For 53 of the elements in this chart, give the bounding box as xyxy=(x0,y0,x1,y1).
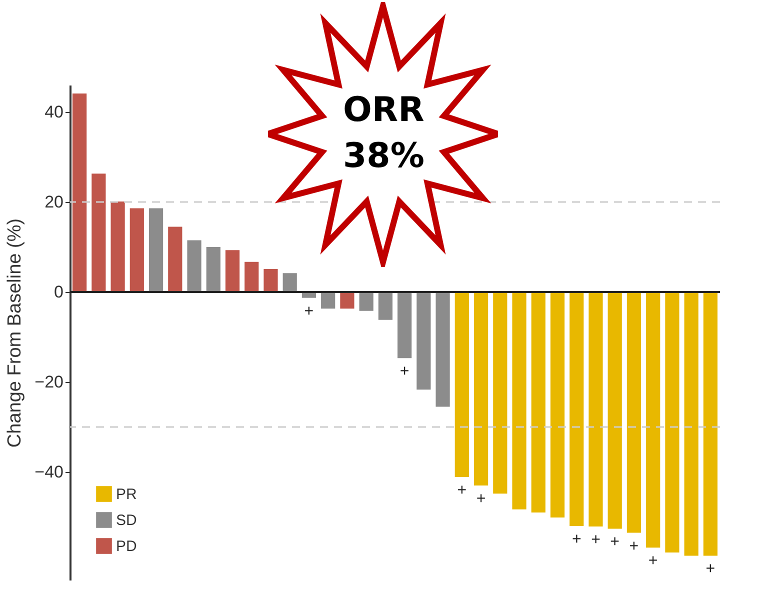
bar xyxy=(436,292,450,407)
y-tick-label: 0 xyxy=(54,282,64,302)
bar xyxy=(608,292,622,529)
bar xyxy=(225,250,240,292)
bar xyxy=(110,202,125,292)
legend-label: SD xyxy=(116,512,138,529)
y-tick-label: −40 xyxy=(34,462,64,482)
bar xyxy=(264,269,278,292)
bar xyxy=(626,292,642,533)
data-label: + xyxy=(648,552,658,570)
bar xyxy=(340,292,354,309)
data-label: + xyxy=(610,534,620,551)
y-tick-label: 20 xyxy=(44,192,64,212)
data-label: + xyxy=(304,302,314,320)
bar xyxy=(187,240,202,292)
data-label: + xyxy=(572,531,582,548)
bar xyxy=(168,226,182,292)
bar xyxy=(684,292,698,556)
data-label: + xyxy=(476,490,486,508)
bar xyxy=(378,292,392,320)
bar xyxy=(550,292,565,518)
bar xyxy=(665,292,680,553)
bar xyxy=(359,292,374,311)
bar xyxy=(92,174,106,292)
bar xyxy=(646,292,660,548)
bar xyxy=(148,208,164,292)
bar xyxy=(130,208,144,292)
bar xyxy=(703,292,718,556)
legend-label: PD xyxy=(116,538,138,555)
bar xyxy=(512,292,526,510)
bar xyxy=(72,94,87,292)
data-label: + xyxy=(457,482,467,499)
y-tick-label: −20 xyxy=(34,372,64,392)
bar xyxy=(474,292,488,486)
y-tick-label: 40 xyxy=(44,102,64,122)
bar xyxy=(416,292,431,390)
bar xyxy=(398,292,412,358)
data-label: + xyxy=(591,531,600,548)
data-label: + xyxy=(400,363,410,380)
annotation: ORR 38% xyxy=(343,89,424,178)
bar xyxy=(493,292,508,494)
data-label: + xyxy=(706,560,716,578)
data-label: + xyxy=(629,538,639,555)
bar xyxy=(570,292,584,526)
bar xyxy=(282,273,297,292)
bar xyxy=(454,292,469,477)
bar xyxy=(588,292,603,526)
y-axis-title: Change From Baseline (%) xyxy=(4,218,26,448)
bar xyxy=(206,247,220,292)
legend-label: PR xyxy=(116,486,138,503)
bar xyxy=(531,292,546,512)
bar xyxy=(321,292,336,309)
bar xyxy=(244,262,259,292)
